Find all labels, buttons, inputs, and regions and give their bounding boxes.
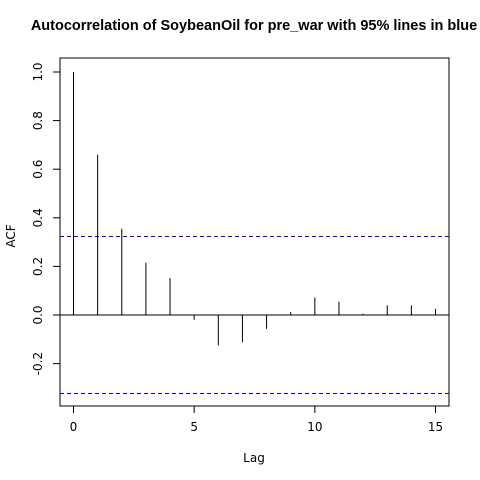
y-tick-label-1: 1.0	[31, 62, 45, 81]
y-tick-label-0: 0.0	[31, 305, 45, 324]
x-axis-label: Lag	[243, 451, 265, 465]
y-tick-label-0_2: 0.2	[31, 257, 45, 276]
chart-title: Autocorrelation of SoybeanOil for pre_wa…	[31, 18, 477, 34]
x-tick-label-5: 5	[190, 420, 198, 434]
x-tick-label-15: 15	[428, 420, 443, 434]
y-tick-label-0_4: 0.4	[31, 208, 45, 227]
y-tick-label-0_6: 0.6	[31, 160, 45, 179]
y-tick-label-neg0_2: -0.2	[31, 352, 45, 375]
x-axis: 0 5 10 15	[70, 406, 443, 434]
y-tick-label-0_8: 0.8	[31, 111, 45, 130]
x-tick-label-0: 0	[70, 420, 78, 434]
y-axis: -0.2 0.0 0.2 0.4 0.6 0.8 1.0	[31, 62, 60, 375]
acf-bars	[60, 72, 449, 345]
x-tick-label-10: 10	[307, 420, 322, 434]
y-axis-label: ACF	[4, 224, 18, 247]
plot-frame	[60, 58, 449, 406]
